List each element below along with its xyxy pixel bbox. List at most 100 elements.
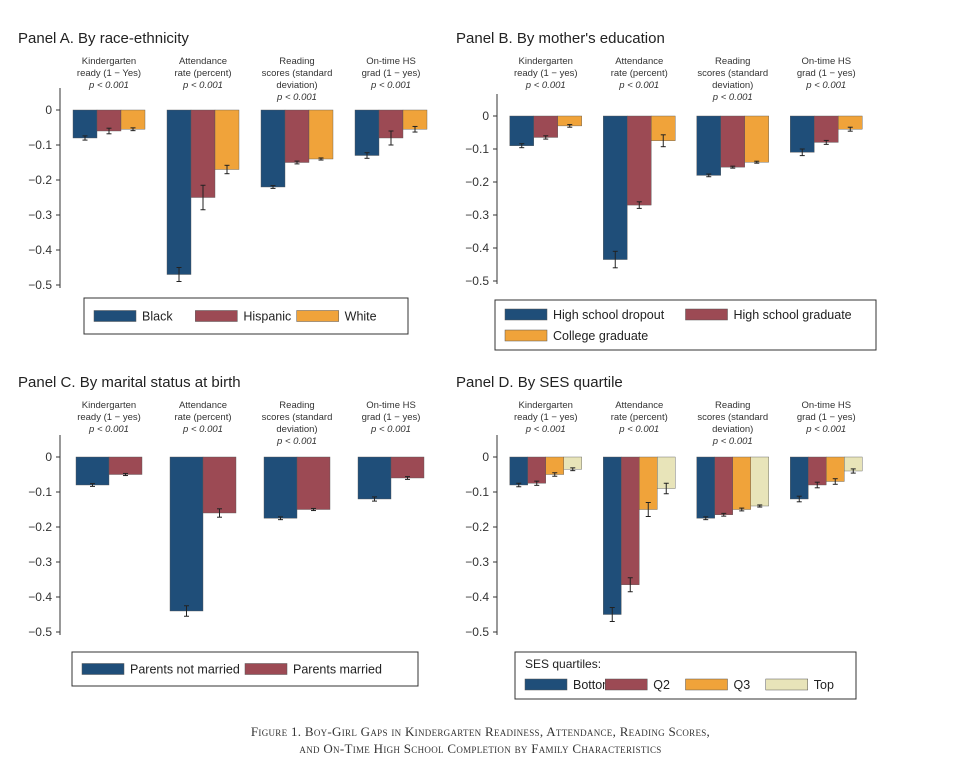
bar-top: [750, 456, 769, 507]
legend-box: [514, 651, 857, 700]
bar-bottom: [696, 456, 715, 519]
bar-college-graduate: [744, 115, 769, 163]
panel-4: Panel D. By SES quartile 0 −0.1 −0.2 −0.3 −0.…: [456, 374, 863, 700]
p-value-label: p < 0.001: [525, 424, 566, 435]
y-tick-label: −0.2: [465, 175, 489, 189]
p-value-label: p < 0.001: [525, 80, 566, 91]
p-value-label: p < 0.001: [182, 424, 223, 435]
category-label: grad (1 − yes): [797, 412, 856, 423]
panel-title: Panel B. By mother's education: [456, 30, 665, 47]
category-label: Attendance: [179, 400, 227, 411]
y-tick-label: −0.4: [28, 243, 52, 257]
p-value-label: p < 0.001: [370, 80, 411, 91]
category-label: grad (1 − yes): [362, 412, 421, 423]
figure-caption-line-1: Figure 1. Boy-Girl Gaps in Kindergarten …: [250, 724, 711, 739]
panel-title: Panel C. By marital status at birth: [18, 374, 241, 391]
p-value-label: p < 0.001: [88, 424, 129, 435]
legend-label: College graduate: [553, 329, 648, 343]
category-label: Kindergarten: [82, 400, 136, 411]
category-label: rate (percent): [174, 68, 231, 79]
bar-hispanic: [284, 109, 310, 163]
panel-2: Panel B. By mother's education 0 −0.1 −0.2 −…: [456, 30, 877, 351]
legend: High school dropout High school graduate C…: [494, 299, 877, 351]
category-label: grad (1 − yes): [362, 68, 421, 79]
category-label: deviation): [712, 424, 753, 435]
p-value-label: p < 0.001: [805, 80, 846, 91]
legend-swatch: [685, 308, 728, 321]
y-tick-label: −0.3: [28, 208, 52, 222]
panel-1: Panel A. By race-ethnicity 0 −0.1 −0.2 −0.3 −…: [18, 30, 428, 335]
category-label: deviation): [276, 80, 317, 91]
y-tick-label: −0.3: [28, 555, 52, 569]
legend-label: High school dropout: [553, 308, 665, 322]
y-tick-label: −0.2: [465, 520, 489, 534]
bar-high-school-graduate: [814, 115, 839, 143]
legend-swatch: [93, 310, 137, 322]
legend-label: Parents not married: [130, 663, 240, 677]
bar-parents-not-married: [357, 456, 392, 500]
bar-high-school-graduate: [533, 115, 558, 138]
legend-swatch: [244, 663, 288, 675]
bar-q3: [732, 456, 751, 510]
legend-box: [83, 297, 409, 335]
legend-swatch: [195, 310, 238, 322]
category-label: Kindergarten: [519, 56, 573, 67]
p-value-label: p < 0.001: [276, 92, 317, 103]
category-label: Attendance: [615, 400, 663, 411]
legend-title: SES quartiles:: [525, 657, 601, 671]
bar-bottom: [603, 456, 622, 615]
category-label: Reading: [715, 400, 750, 411]
panel-title: Panel A. By race-ethnicity: [18, 30, 189, 47]
bar-high-school-dropout: [696, 115, 721, 176]
legend-swatch: [765, 678, 808, 691]
y-tick-label: −0.4: [465, 590, 489, 604]
legend-label: Black: [142, 310, 173, 324]
y-tick-label: −0.5: [28, 278, 52, 292]
legend-swatch: [81, 663, 125, 675]
bar-parents-married: [108, 456, 143, 475]
bar-black: [354, 109, 380, 156]
legend-label: Q3: [734, 678, 751, 692]
p-value-label: p < 0.001: [805, 424, 846, 435]
y-tick-label: −0.4: [465, 241, 489, 255]
category-label: ready (1 − yes): [77, 412, 141, 423]
y-tick-label: 0: [482, 109, 489, 123]
category-label: On-time HS: [801, 56, 851, 67]
y-tick-label: −0.3: [465, 555, 489, 569]
legend-label: Bottom: [573, 678, 613, 692]
legend-swatch: [605, 678, 648, 691]
bar-white: [214, 109, 240, 170]
legend-swatch: [504, 308, 548, 321]
legend-label: Hispanic: [243, 310, 291, 324]
legend-label: White: [345, 310, 377, 324]
category-label: Kindergarten: [82, 56, 136, 67]
y-tick-label: −0.5: [465, 274, 489, 288]
p-value-label: p < 0.001: [618, 80, 659, 91]
bar-high-school-graduate: [720, 115, 745, 168]
bar-bottom: [790, 456, 809, 500]
category-label: Kindergarten: [519, 400, 573, 411]
y-tick-label: −0.1: [465, 485, 489, 499]
category-label: scores (standard: [262, 68, 333, 79]
p-value-label: p < 0.001: [712, 436, 753, 447]
category-label: ready (1 − Yes): [77, 68, 141, 79]
legend: Black Hispanic White: [83, 297, 409, 335]
legend-label: High school graduate: [734, 308, 852, 322]
p-value-label: p < 0.001: [88, 80, 129, 91]
p-value-label: p < 0.001: [712, 92, 753, 103]
category-label: deviation): [712, 80, 753, 91]
category-label: Reading: [279, 400, 314, 411]
y-tick-label: −0.2: [28, 173, 52, 187]
legend-swatch: [685, 678, 728, 691]
panel-title: Panel D. By SES quartile: [456, 374, 623, 391]
legend-label: Q2: [653, 678, 670, 692]
p-value-label: p < 0.001: [182, 80, 223, 91]
category-label: ready (1 − yes): [514, 412, 578, 423]
bar-black: [260, 109, 286, 188]
category-label: deviation): [276, 424, 317, 435]
bar-white: [120, 109, 146, 130]
y-tick-label: −0.5: [28, 625, 52, 639]
y-tick-label: 0: [482, 450, 489, 464]
category-label: Reading: [715, 56, 750, 67]
bar-bottom: [509, 456, 528, 486]
